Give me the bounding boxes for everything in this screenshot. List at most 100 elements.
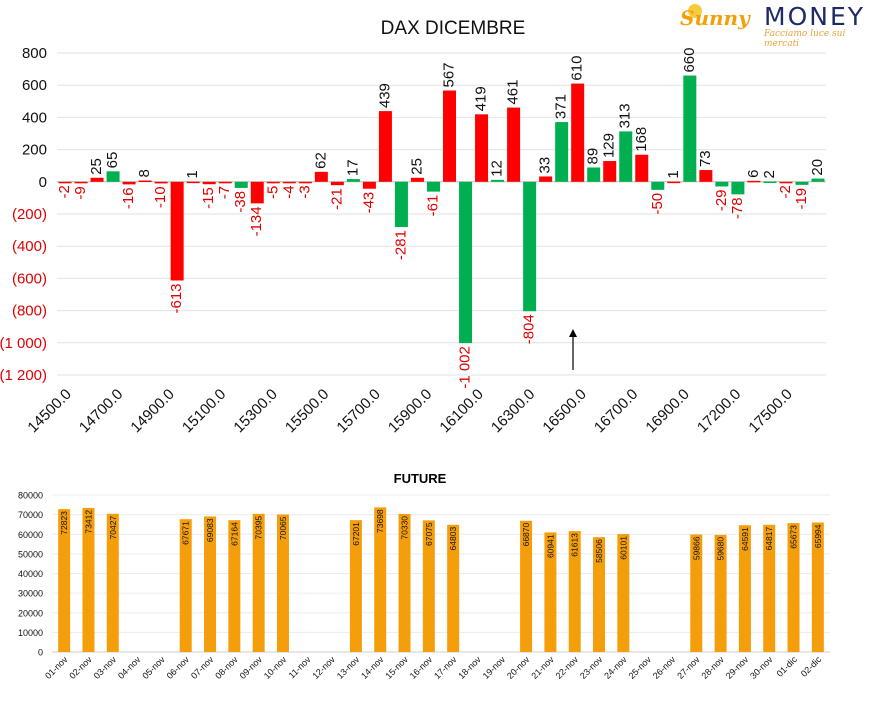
dax-x-tick-label: 15900.0 (385, 386, 435, 436)
dax-bar (394, 181, 408, 228)
future-x-tick-label: 02-dic (799, 654, 824, 679)
future-x-tick-label: 12-nov (310, 654, 337, 681)
dax-bar (795, 181, 809, 185)
dax-bar (330, 181, 344, 186)
future-data-label: 72823 (59, 511, 69, 535)
future-data-label: 70065 (278, 516, 288, 540)
dax-x-tick-label: 16100.0 (436, 386, 486, 436)
dax-bar (635, 154, 649, 182)
dax-data-label: -2 (777, 185, 794, 198)
future-bar (179, 519, 192, 652)
future-x-tick-label: 16-nov (408, 654, 435, 681)
future-bar (593, 537, 606, 652)
future-bar (228, 520, 241, 652)
dax-bar (443, 90, 457, 182)
dax-data-label: 419 (473, 86, 490, 111)
sunny-money-logo: Sunny MONEY Facciamo luce sui mercati (678, 2, 882, 49)
dax-bar (731, 181, 745, 195)
dax-bar-chart: DAX DICEMBRE 800 600 400 200 0 (200) (400) (600… (0, 18, 826, 436)
dax-bar (58, 181, 72, 184)
future-x-tick-label: 13-nov (335, 654, 362, 681)
future-data-label: 65994 (813, 524, 823, 548)
dax-bar (74, 181, 88, 184)
sun-icon (688, 4, 702, 18)
future-x-tick-label: 09-nov (238, 654, 265, 681)
dax-bar (779, 181, 793, 184)
future-x-tick-label: 25-nov (627, 654, 654, 681)
future-data-label: 59866 (691, 536, 701, 560)
dax-data-label: 371 (553, 94, 570, 119)
dax-data-label: 25 (88, 158, 105, 175)
dax-data-label: 20 (809, 159, 826, 176)
dax-bar (699, 170, 713, 182)
dax-bar (426, 181, 440, 192)
future-bar (617, 534, 630, 652)
future-bar (422, 520, 435, 652)
dax-bar (603, 161, 617, 182)
future-data-label: 65673 (789, 525, 799, 549)
dax-bar (571, 83, 585, 182)
dax-bar (234, 181, 248, 188)
dax-bar (523, 181, 537, 312)
future-data-label: 60941 (545, 534, 555, 558)
future-y-tick-label: 80000 (18, 491, 43, 501)
dax-bar (651, 181, 665, 190)
dax-data-label: 2 (761, 170, 778, 178)
dax-bar (250, 181, 264, 204)
dax-data-label: 12 (489, 160, 506, 177)
future-y-tick-label: 20000 (18, 608, 43, 618)
future-x-tick-label: 29-nov (724, 654, 751, 681)
dax-x-tick-label: 14500.0 (24, 386, 74, 436)
dax-bar (202, 181, 216, 185)
future-data-label: 70427 (108, 516, 118, 540)
dax-data-label: 313 (617, 103, 634, 128)
future-data-label: 67201 (351, 522, 361, 546)
future-x-tick-label: 11-nov (287, 654, 313, 680)
dax-x-tick-label: 15500.0 (282, 386, 332, 436)
dax-data-label: 1 (665, 170, 682, 178)
dax-data-label: -3 (296, 185, 313, 198)
dax-x-tick-label: 15300.0 (230, 386, 280, 436)
dax-bar (266, 181, 280, 184)
future-bar (690, 534, 703, 652)
future-x-tick-label: 17-nov (432, 654, 459, 681)
future-bar (811, 522, 824, 652)
future-x-tick-label: 24-nov (602, 654, 629, 681)
future-x-tick-label: 21-nov (529, 654, 556, 681)
future-x-tick-label: 10-nov (262, 654, 289, 681)
dax-x-axis: 14500.0 14700.0 14900.0 15100.0 15300.0 15500… (24, 386, 795, 436)
dax-data-label: -7 (216, 186, 233, 199)
future-x-tick-label: 06-nov (165, 654, 192, 681)
future-data-label: 69083 (205, 518, 215, 542)
future-bar (568, 531, 581, 652)
dax-data-label: -281 (392, 230, 409, 260)
future-data-label: 64591 (740, 527, 750, 551)
future-data-labels: 72823 73412 70427 67671 69083 67164 70395 70065… (59, 509, 823, 563)
dax-data-label: 25 (408, 158, 425, 175)
dax-data-label: -4 (280, 185, 297, 198)
future-bar (544, 532, 557, 652)
dax-data-label: 610 (569, 56, 586, 81)
dax-bar (539, 176, 553, 182)
dax-bar (186, 181, 200, 184)
dax-data-label: -1 002 (457, 346, 474, 389)
dax-y-axis: 800 600 400 200 0 (200) (400) (600) (800) (1 000)… (0, 45, 47, 384)
dax-bar (459, 181, 473, 344)
dax-data-label: 129 (601, 133, 618, 158)
future-data-label: 73412 (83, 510, 93, 534)
future-y-tick-label: 30000 (18, 589, 43, 599)
future-bar (58, 509, 71, 652)
dax-x-tick-label: 16500.0 (539, 386, 589, 436)
future-x-tick-label: 08-nov (213, 654, 240, 681)
dax-y-tick-label: 200 (22, 142, 47, 159)
dax-data-label: 33 (537, 157, 554, 174)
future-data-label: 64817 (764, 527, 774, 551)
dax-data-label: 17 (344, 159, 361, 176)
future-bar-chart: FUTURE 80000 70000 60000 50000 40000 30000 200… (18, 471, 830, 681)
dax-bar (507, 107, 521, 182)
future-y-tick-label: 70000 (18, 510, 43, 520)
dax-data-label: 1 (184, 170, 201, 178)
future-data-label: 60101 (618, 536, 628, 560)
dax-y-tick-label: (600) (12, 270, 47, 287)
dax-bar (346, 179, 360, 182)
